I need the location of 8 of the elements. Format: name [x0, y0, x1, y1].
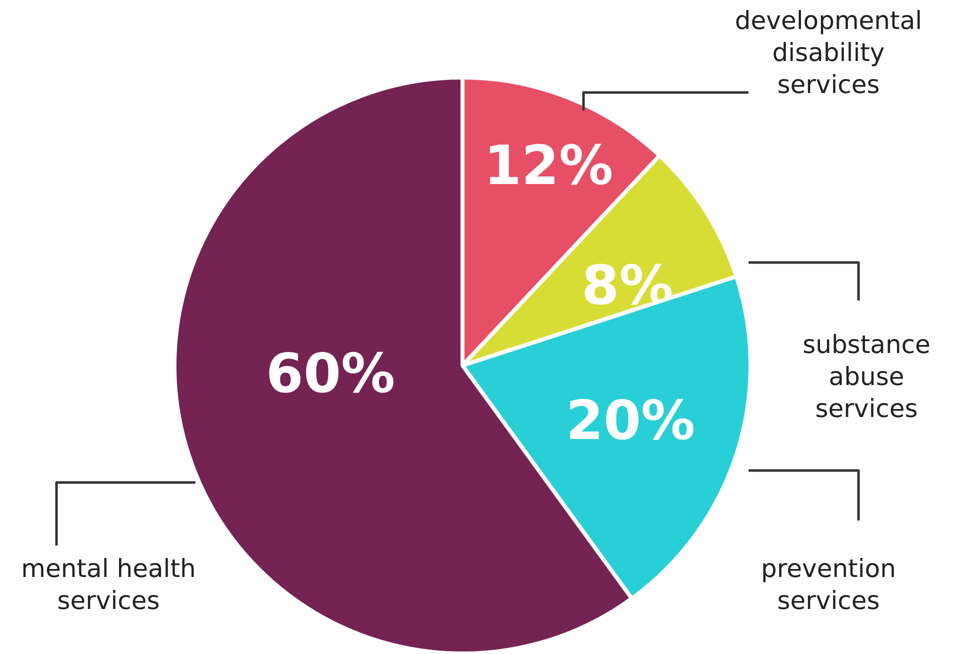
data-label: 12% — [484, 134, 614, 197]
data-label: 60% — [266, 342, 396, 405]
data-label: 20% — [566, 389, 696, 452]
slice-label: prevention services — [761, 554, 896, 615]
slice-label: developmental disability services — [734, 6, 922, 99]
slice-label: mental health services — [21, 554, 196, 615]
data-label: 8% — [582, 254, 674, 317]
slice-label: substance abuse services — [802, 330, 930, 423]
